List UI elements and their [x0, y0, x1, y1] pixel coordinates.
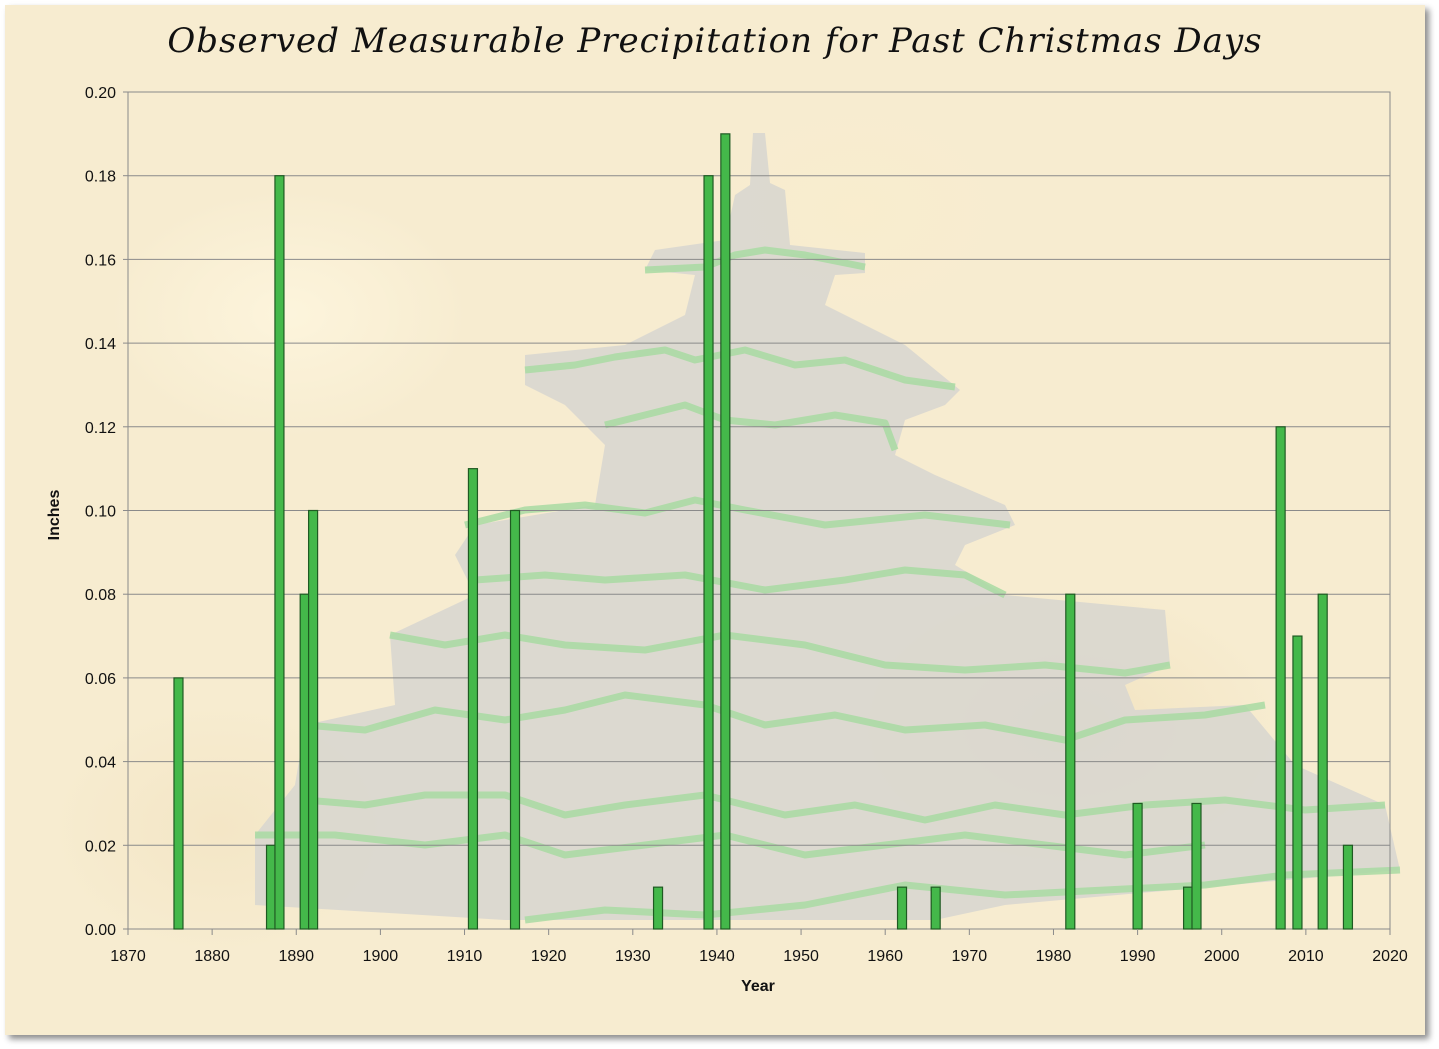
x-tick-label: 1920	[531, 948, 567, 965]
x-tick-label: 2010	[1288, 948, 1324, 965]
x-tick-label: 1930	[615, 948, 651, 965]
bar	[896, 886, 908, 930]
bar	[274, 175, 285, 930]
bar	[173, 677, 184, 930]
y-axis-ticks: 0.00 0.02 0.04 0.06 0.08 0.10 0.12 0.14 0.16 0.18…	[85, 85, 128, 939]
chart-title: Observed Measurable Precipitation for Pa…	[167, 21, 1262, 61]
x-tick-label: 1900	[363, 948, 399, 965]
bar	[1182, 886, 1194, 930]
y-axis-label: Inches	[46, 490, 63, 541]
y-tick-label: 0.20	[85, 85, 116, 102]
bar	[307, 509, 319, 930]
chart-frame: Observed Measurable Precipitation for Pa…	[5, 5, 1425, 1035]
bar	[1292, 635, 1303, 930]
bar	[652, 886, 664, 930]
x-tick-label: 1970	[952, 948, 988, 965]
y-tick-label: 0.16	[85, 252, 116, 269]
x-tick-label: 1890	[278, 948, 314, 965]
x-tick-label: 1910	[447, 948, 483, 965]
y-tick-label: 0.12	[85, 420, 116, 437]
y-tick-label: 0.02	[85, 838, 116, 855]
x-tick-label: 1950	[783, 948, 819, 965]
bar	[703, 175, 714, 930]
bar	[265, 844, 277, 930]
y-tick-label: 0.10	[85, 504, 116, 521]
y-tick-label: 0.18	[85, 169, 116, 186]
bar	[720, 133, 731, 930]
bar	[1275, 426, 1286, 930]
x-tick-label: 2000	[1204, 948, 1240, 965]
x-axis-label: Year	[741, 978, 775, 995]
x-tick-label: 1980	[1036, 948, 1072, 965]
bar	[509, 509, 521, 930]
bar	[930, 886, 941, 930]
x-tick-label: 2020	[1372, 948, 1408, 965]
x-tick-label: 1960	[867, 948, 903, 965]
bar	[467, 468, 479, 930]
x-tick-label: 1870	[110, 948, 146, 965]
y-tick-label: 0.04	[85, 755, 116, 772]
x-tick-label: 1880	[194, 948, 230, 965]
y-tick-label: 0.00	[85, 922, 116, 939]
bar	[1065, 593, 1076, 930]
bar	[1342, 844, 1354, 930]
bar	[1132, 802, 1143, 930]
precipitation-chart: Observed Measurable Precipitation for Pa…	[46, 21, 1408, 995]
y-tick-label: 0.14	[85, 336, 116, 353]
bars	[173, 133, 1354, 930]
christmas-tree-background	[255, 133, 1401, 924]
bar	[1317, 593, 1328, 930]
gridlines	[128, 91, 1390, 930]
y-tick-label: 0.08	[85, 587, 116, 604]
x-tick-label: 1990	[1120, 948, 1156, 965]
y-tick-label: 0.06	[85, 671, 116, 688]
bar	[1191, 802, 1202, 930]
plot-area: 0.00 0.02 0.04 0.06 0.08 0.10 0.12 0.14 0.16 0.18…	[85, 85, 1408, 965]
x-tick-label: 1940	[699, 948, 735, 965]
x-axis-ticks: 1870 1880 1890 1900 1910 1920 1930 1940 1950 1960…	[110, 929, 1408, 965]
bar	[299, 593, 310, 930]
